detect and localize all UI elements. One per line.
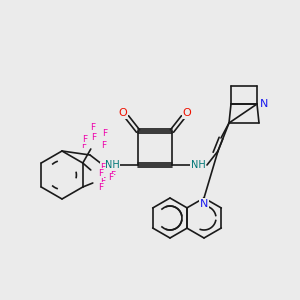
Text: NH: NH: [105, 160, 119, 170]
Text: NH: NH: [190, 160, 206, 170]
Text: F: F: [98, 169, 103, 178]
Text: F: F: [91, 133, 96, 142]
Text: O: O: [183, 108, 191, 118]
Text: F: F: [81, 140, 86, 149]
Text: F: F: [108, 173, 113, 182]
Text: F₃C: F₃C: [93, 141, 95, 142]
Text: F: F: [98, 182, 103, 191]
Text: F: F: [100, 163, 105, 172]
Text: F: F: [110, 172, 115, 181]
Text: O: O: [118, 108, 127, 118]
Text: N: N: [260, 99, 268, 109]
Text: F: F: [82, 134, 87, 143]
Text: F: F: [102, 128, 107, 137]
Text: F: F: [90, 122, 95, 131]
Text: F: F: [101, 140, 106, 149]
Text: N: N: [200, 199, 208, 209]
Text: F: F: [100, 176, 105, 185]
